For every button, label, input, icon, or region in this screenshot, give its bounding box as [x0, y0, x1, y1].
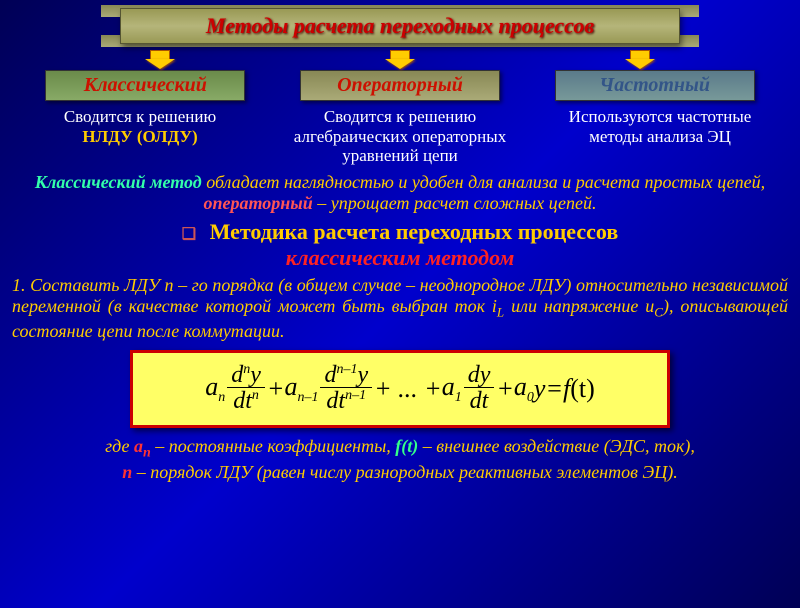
step-a: 1. Составить ЛДУ n – го порядка [12, 275, 274, 295]
frac-d1: dy dt [464, 363, 495, 414]
footer-mid1: – постоянные коэффициенты, [151, 436, 396, 456]
note-mid2: – упрощает расчет сложных цепей. [313, 193, 597, 213]
method-classical: Классический [45, 70, 245, 101]
desc-operator: Сводится к решению алгебраических операт… [280, 107, 520, 166]
coef-a1: a1 [442, 372, 462, 406]
t: (t) [570, 374, 595, 404]
footer-n: n [122, 462, 132, 482]
arrows-row [40, 50, 760, 68]
comparison-note: Классический метод обладает наглядностью… [20, 172, 780, 215]
eq: = [545, 374, 563, 404]
note-term1: Классический метод [35, 172, 202, 192]
frac-dn1: dn–1y dtn–1 [320, 363, 372, 414]
footer-text: где an – постоянные коэффициенты, f(t) –… [8, 436, 792, 484]
desc-classical: Сводится к решению НЛДУ (ОЛДУ) [20, 107, 260, 166]
section-line2: классическим методом [286, 245, 515, 270]
section-title: ❑ Методика расчета переходных процессов … [0, 219, 800, 271]
desc-row: Сводится к решению НЛДУ (ОЛДУ) Сводится … [10, 107, 790, 166]
coef-an: an [205, 372, 225, 406]
methods-row: Классический Операторный Частотный [18, 70, 782, 101]
footer-an: an [134, 436, 151, 456]
footer-end: ). [667, 462, 678, 482]
coef-a0: a0 [514, 372, 534, 406]
plus2: + [496, 374, 514, 404]
down-arrow-icon [623, 50, 657, 68]
footer-mid3: – порядок ЛДУ ( [132, 462, 262, 482]
note-mid1: обладает наглядностью и удобен для анали… [202, 172, 765, 192]
footer-pre: где [105, 436, 134, 456]
desc-frequency: Используются частотные методы анализа ЭЦ [540, 107, 780, 166]
footer-ft: f(t) [395, 436, 418, 456]
bullet-icon: ❑ [182, 226, 196, 243]
plus: + [267, 374, 285, 404]
down-arrow-icon [383, 50, 417, 68]
step-1-text: 1. Составить ЛДУ n – го порядка (в общем… [12, 275, 788, 342]
step-dsub: C [654, 305, 663, 320]
f: f [563, 374, 570, 404]
main-title-box: Методы расчета переходных процессов [120, 8, 680, 44]
coef-an1: an–1 [284, 372, 318, 406]
desc-highlight: НЛДУ (ОЛДУ) [82, 127, 197, 146]
frac-dn: dny dtn [227, 363, 265, 414]
formula-box: an dny dtn + an–1 dn–1y dtn–1 + ... + a1… [130, 350, 670, 427]
main-title: Методы расчета переходных процессов [206, 13, 594, 38]
note-term2: операторный [203, 193, 312, 213]
step-d: или напряжение u [504, 296, 654, 316]
dots: + ... + [374, 374, 442, 404]
footer-ital: равен числу разнородных реактивных элеме… [263, 462, 668, 482]
step-c: в качестве которой может быть выбран ток… [114, 296, 497, 316]
footer-mid2: – внешнее воздействие (ЭДС, ток), [418, 436, 695, 456]
section-line1: Методика расчета переходных процессов [210, 219, 619, 244]
desc-text: Сводится к решению [64, 107, 216, 126]
method-operator: Операторный [300, 70, 500, 101]
y: y [534, 374, 546, 404]
down-arrow-icon [143, 50, 177, 68]
method-frequency: Частотный [555, 70, 755, 101]
